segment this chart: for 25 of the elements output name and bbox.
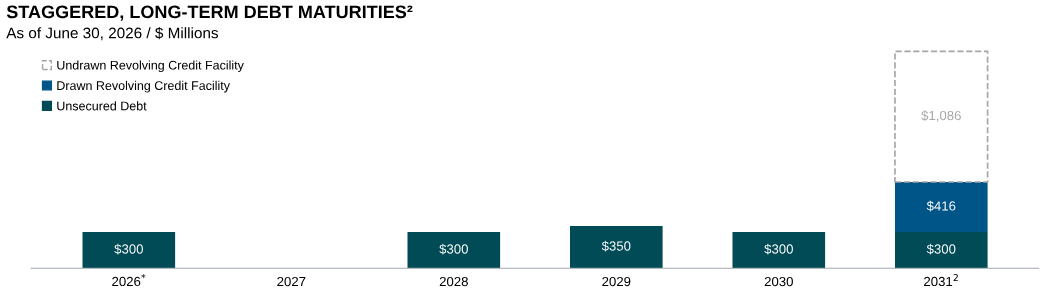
data-label: $416 bbox=[926, 200, 956, 212]
chart-subtitle: As of June 30, 2026 / $ Millions bbox=[6, 26, 219, 41]
legend-label: Undrawn Revolving Credit Facility bbox=[57, 60, 244, 73]
data-label: $300 bbox=[926, 243, 956, 255]
bar bbox=[894, 50, 989, 183]
x-tick-label: 2031$^{2}$ bbox=[924, 274, 958, 287]
x-tick-label: 2026$^{*}$ bbox=[112, 274, 146, 287]
bar bbox=[569, 226, 663, 269]
legend-label: Unsecured Debt bbox=[57, 101, 147, 111]
data-label: $300 bbox=[114, 243, 143, 255]
chart-title: STAGGERED, LONG-TERM DEBT MATURITIES² bbox=[6, 5, 413, 21]
bar bbox=[732, 232, 826, 269]
bar bbox=[894, 182, 988, 233]
data-label: $300 bbox=[764, 243, 793, 255]
data-label: $300 bbox=[439, 243, 468, 255]
bar bbox=[407, 232, 501, 269]
data-label: $1,086 bbox=[921, 110, 961, 122]
x-tick-label: 2029 bbox=[602, 276, 631, 287]
bar bbox=[82, 232, 176, 269]
x-tick-label: 2030 bbox=[764, 276, 793, 287]
x-tick-label: 2027 bbox=[277, 276, 306, 287]
x-tick-label: 2028 bbox=[439, 276, 468, 287]
bar bbox=[894, 232, 988, 269]
data-label: $350 bbox=[601, 240, 631, 252]
legend-label: Drawn Revolving Credit Facility bbox=[57, 80, 230, 93]
